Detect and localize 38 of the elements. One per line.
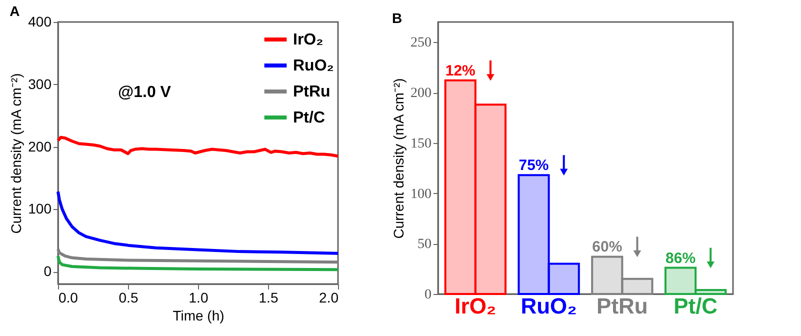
annotation: 86% [666,250,696,267]
x-tick-label: IrO₂ [454,294,496,318]
y-axis-title: Current density (mA cm⁻²) [8,73,24,234]
annotation: 12% [445,62,476,80]
y-tick-label: 300 [28,76,52,92]
line-series [56,136,340,158]
x-tick-label: PtRu [596,294,648,318]
y-tick-label: 50 [418,237,432,252]
y-tick-label: 100 [410,186,432,202]
chart-title: B [392,10,402,26]
line-series [56,190,340,255]
y-tick-label: 400 [28,14,52,30]
chart-title: A [10,3,20,19]
legend-label: IrO₂ [293,32,324,48]
legend-label: Pt/C [293,110,326,126]
x-tick-label: 0.0 [58,290,78,306]
x-tick-label: RuO₂ [520,294,577,318]
x-tick-label: 1.5 [258,290,278,306]
y-tick-label: 250 [410,36,432,51]
x-tick-label: 2.0 [319,290,339,306]
y-tick-label: 200 [28,138,52,154]
annotation: @1.0 V [118,84,172,101]
x-tick-label: 0.5 [118,290,138,306]
y-tick-label: 0 [44,263,52,280]
line-series [56,248,340,264]
legend-label: RuO₂ [293,58,334,74]
y-tick-label: 150 [410,136,432,152]
x-tick-label: Pt/C [674,294,718,318]
annotation: 75% [518,157,549,174]
annotation: 60% [592,238,622,256]
x-axis-title: Time (h) [172,308,224,324]
y-tick-label: 200 [410,86,432,102]
y-tick-label: 0 [424,288,432,302]
legend-label: PtRu [293,84,330,100]
line-series [56,254,340,272]
y-tick-label: 100 [28,200,52,217]
x-tick-label: 1.0 [188,290,208,306]
y-axis-title: Current density (mA cm⁻²) [390,78,406,239]
